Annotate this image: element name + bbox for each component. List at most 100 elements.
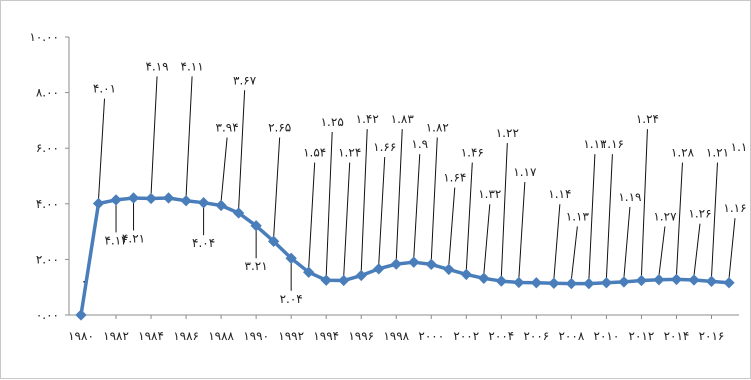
data-label: ۱.۲۶ xyxy=(688,207,711,221)
data-label: ۱.۴۲ xyxy=(356,112,379,126)
data-label: ۱.۱۹ xyxy=(618,190,641,204)
data-point-marker xyxy=(355,269,367,282)
data-point-marker xyxy=(232,207,245,219)
data-point-marker xyxy=(583,277,595,290)
data-point-marker xyxy=(408,256,420,268)
data-point-marker xyxy=(600,277,613,289)
data-labels: ۰ ۴.۰۱ ۴.۱۴۴.۲۱ ۴.۱۹ ۴.۱۱ ۴.۰۴ ۳.۹۴ ۳.۶۷ ۳.۲۱ ۲.۶… xyxy=(81,59,748,305)
leader-line xyxy=(693,223,701,277)
data-label: ۱.۸۳ xyxy=(391,112,415,126)
data-point-marker xyxy=(530,277,543,289)
leader-line xyxy=(185,76,193,197)
data-point-marker xyxy=(478,272,490,284)
data-label: ۱.۲۷ xyxy=(653,209,677,223)
leader-line xyxy=(220,137,228,202)
leader-line xyxy=(553,204,561,280)
data-label: ۱.۶۴ xyxy=(443,171,466,185)
x-tick-label: ۲۰۱۰ xyxy=(594,329,620,343)
data-point-marker xyxy=(460,268,472,281)
leader-line xyxy=(360,129,368,272)
y-tick-label: ۶.۰۰ xyxy=(36,141,59,155)
x-tick-label: ۱۹۸۸ xyxy=(208,329,234,343)
data-label: ۱.۲۴ xyxy=(338,146,361,160)
x-tick-label: ۱۹۹۴ xyxy=(313,329,339,343)
data-label: ۱.۲۸ xyxy=(671,146,695,160)
leader-line xyxy=(605,154,613,279)
data-point-marker xyxy=(215,199,227,212)
data-point-marker xyxy=(373,263,385,275)
data-label: ۳.۲۱ xyxy=(245,259,268,273)
data-label: ۴.۰۴ xyxy=(192,236,215,250)
x-tick-label: ۱۹۹۰ xyxy=(243,329,269,343)
x-tick-label: ۱۹۸۰ xyxy=(68,329,94,343)
leader-line xyxy=(343,162,351,277)
x-tick-label: ۱۹۹۸ xyxy=(383,329,409,343)
data-label: ۴.۱۴ xyxy=(104,233,127,247)
leader-line xyxy=(675,162,683,276)
x-tick-label: ۲۰۰۰ xyxy=(418,329,444,343)
label-leader-lines xyxy=(98,76,736,291)
data-point-marker xyxy=(338,274,350,287)
leader-line xyxy=(640,129,648,277)
data-label: ۱.۱۳ xyxy=(566,209,590,223)
leader-line xyxy=(378,156,386,265)
data-point-marker xyxy=(425,258,437,271)
leader-line xyxy=(588,154,596,280)
x-tick-label: ۱۹۹۶ xyxy=(348,329,374,343)
data-point-marker xyxy=(75,309,87,321)
x-tick-label: ۱۹۸۲ xyxy=(103,329,129,343)
data-label: ۱.۲۱ xyxy=(706,146,729,160)
data-label: ۴.۱۹ xyxy=(145,59,168,73)
leader-line xyxy=(483,204,491,275)
x-tick-label: ۲۰۰۸ xyxy=(558,329,584,343)
x-tick-label: ۲۰۱۴ xyxy=(664,329,690,343)
data-point-marker xyxy=(653,274,665,286)
data-label: ۱.۱۶ xyxy=(723,201,746,215)
data-point-marker xyxy=(513,276,525,289)
data-label: ۲.۶۵ xyxy=(268,121,291,135)
data-point-marker xyxy=(285,252,297,264)
data-point-marker xyxy=(688,274,700,286)
leader-line xyxy=(570,226,578,280)
data-label: ۱.۴۶ xyxy=(461,146,484,160)
leader-line xyxy=(658,226,666,276)
x-tick-label: ۱۹۸۴ xyxy=(138,329,164,343)
y-tick-label: ۱۰.۰۰ xyxy=(29,30,59,44)
data-point-marker xyxy=(267,235,280,247)
x-tick-label: ۱۹۹۲ xyxy=(278,329,304,343)
data-point-marker xyxy=(145,192,157,205)
data-point-marker xyxy=(670,273,683,286)
data-label: ۴.۰۱ xyxy=(93,82,116,96)
data-label: ۳.۹۴ xyxy=(216,121,239,135)
data-label: ۰ xyxy=(81,274,87,288)
data-point-marker xyxy=(635,274,648,287)
leader-line xyxy=(623,206,631,278)
data-label: ۱.۱۳ xyxy=(583,137,607,151)
data-point-marker xyxy=(303,266,315,278)
leader-line xyxy=(273,137,281,238)
data-point-marker xyxy=(180,195,192,207)
x-tick-label: ۱۹۸۶ xyxy=(173,329,199,343)
leader-line xyxy=(518,181,526,279)
y-tick-label: ۸.۰۰ xyxy=(36,86,59,100)
data-label: ۱.۹ xyxy=(411,137,428,151)
data-point-marker xyxy=(443,263,455,276)
data-point-marker xyxy=(320,274,332,286)
leader-line xyxy=(98,98,106,200)
axes xyxy=(68,37,739,316)
x-tick-label: ۲۰۱۲ xyxy=(629,329,655,343)
leader-line xyxy=(413,154,421,259)
series-group xyxy=(75,192,735,321)
data-point-marker xyxy=(127,192,140,204)
y-tick-label: ۰.۰۰ xyxy=(36,308,59,322)
data-point-marker xyxy=(565,277,578,290)
data-point-marker xyxy=(548,277,560,289)
data-point-marker xyxy=(390,258,402,270)
data-point-marker xyxy=(162,192,175,204)
data-point-marker xyxy=(92,197,105,210)
data-label: ۱.۲۲ xyxy=(496,126,519,140)
data-label: ۱.۱ xyxy=(731,140,748,154)
data-label: ۱.۵۴ xyxy=(303,146,326,160)
data-label: ۱.۱۷ xyxy=(513,165,537,179)
